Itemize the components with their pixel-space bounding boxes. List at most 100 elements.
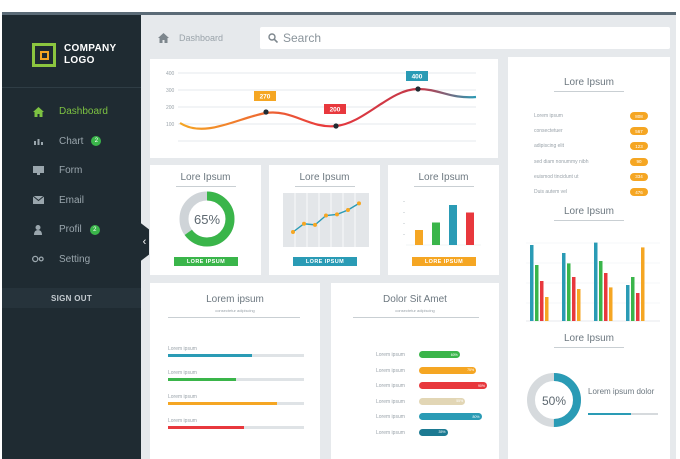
user-icon: [32, 224, 44, 235]
sidebar-item-setting[interactable]: Setting: [2, 245, 141, 275]
progress-fill: [168, 426, 245, 429]
scatter-point[interactable]: [291, 230, 295, 234]
grouped-bar[interactable]: [540, 281, 544, 321]
donut-value: 65%: [194, 212, 220, 227]
company-logo[interactable]: COMPANY LOGO: [32, 43, 116, 67]
grouped-bar[interactable]: [641, 247, 645, 321]
progress-track: [168, 354, 304, 357]
grouped-bar[interactable]: [545, 297, 549, 321]
pill-tag: 55%: [456, 399, 464, 403]
grouped-bar[interactable]: [562, 253, 566, 321]
ring-value: 50%: [542, 394, 566, 408]
card-subtitle: consectetur adipiscing: [215, 308, 255, 313]
scatter-point[interactable]: [346, 208, 350, 212]
logo-line-1: COMPANY: [64, 43, 117, 54]
card-title: Lore Ipsum: [418, 172, 469, 183]
pill-bar[interactable]: 55%: [419, 397, 466, 405]
lore-ipsum-button[interactable]: LORE IPSUM: [412, 257, 476, 266]
grouped-bar[interactable]: [567, 263, 571, 321]
collapse-sidebar-handle[interactable]: ‹: [138, 221, 149, 263]
pill-bar[interactable]: 80%: [419, 413, 482, 420]
scatter-point[interactable]: [302, 221, 306, 226]
grouped-bar[interactable]: [530, 245, 534, 321]
list-item-label: Lorem ipsum: [534, 113, 563, 119]
sidebar-item-dashboard[interactable]: Dashboard: [2, 97, 141, 127]
ring-caption-bar-track: [588, 413, 658, 415]
data-point[interactable]: [333, 123, 339, 129]
sidebar-item-label: Chart: [59, 135, 84, 147]
scatter-point[interactable]: [313, 222, 317, 227]
pill-bar[interactable]: 75%: [419, 366, 477, 374]
progress-track: [168, 426, 304, 429]
progress-label: Lorem ipsum: [168, 394, 197, 400]
notification-badge: 2: [91, 136, 102, 147]
lore-ipsum-button[interactable]: LORE IPSUM: [174, 257, 238, 266]
scatter-point[interactable]: [324, 213, 328, 218]
grouped-bar[interactable]: [626, 285, 630, 321]
grouped-bar[interactable]: [594, 242, 598, 321]
grouped-bar[interactable]: [535, 265, 539, 321]
scatter-card: Lore Ipsum LORE IPSUM: [269, 165, 380, 275]
sidebar-item-email[interactable]: Email: [2, 186, 141, 216]
list-item-label: consectetuer: [534, 128, 563, 135]
breadcrumb-label: Dashboard: [179, 33, 224, 43]
bar[interactable]: [449, 205, 457, 245]
ring-progress-arc: [527, 373, 581, 427]
grouped-bar-chart: [526, 242, 660, 322]
card-title: Lore Ipsum: [299, 172, 350, 183]
grouped-bar[interactable]: [631, 277, 635, 321]
grouped-bar[interactable]: [599, 261, 603, 321]
form-icon: [32, 166, 44, 176]
pill-bar[interactable]: 90%: [419, 382, 487, 389]
sidebar-divider: [2, 87, 141, 88]
bar[interactable]: [466, 212, 474, 246]
pill-label: Lorem ipsum: [376, 352, 405, 358]
sidebar-nav: Dashboard Chart 2 Form Email: [2, 97, 141, 274]
callout-tag: [254, 91, 276, 101]
title-underline: [554, 347, 624, 348]
grouped-bar[interactable]: [577, 289, 581, 321]
pill-tag: 90%: [477, 383, 485, 388]
title-underline: [168, 317, 300, 318]
scatter-point[interactable]: [335, 212, 339, 217]
ring-title: Lore Ipsum: [563, 333, 615, 344]
lore-ipsum-button[interactable]: LORE IPSUM: [293, 257, 357, 266]
donut-progress-arc: [179, 191, 235, 247]
sign-out-button[interactable]: SIGN OUT: [2, 288, 141, 308]
list-item-badge: 808: [630, 112, 648, 120]
grouped-bar[interactable]: [609, 287, 613, 321]
y-tick-label: 300: [166, 88, 175, 94]
pill-bar[interactable]: 60%: [419, 351, 460, 358]
bar[interactable]: [432, 222, 440, 246]
list-item-label: euismod tincidunt ut: [534, 173, 579, 180]
data-point[interactable]: [415, 86, 421, 92]
grouped-bar[interactable]: [636, 293, 640, 321]
title-underline: [176, 186, 236, 187]
scatter-point[interactable]: [357, 201, 361, 206]
progress-fill: [168, 354, 253, 357]
grouped-bar[interactable]: [604, 273, 608, 321]
title-underline: [414, 186, 474, 187]
grouped-bar[interactable]: [572, 277, 576, 321]
sidebar-item-form[interactable]: Form: [2, 156, 141, 186]
data-point[interactable]: [263, 109, 269, 115]
bar-chart-icon: [32, 136, 44, 146]
pill-label: Lorem ipsum: [376, 383, 405, 389]
pill-label: Lorem ipsum: [376, 398, 405, 405]
search-input[interactable]: Search: [260, 27, 670, 49]
pill-bar[interactable]: 35%: [419, 428, 448, 436]
bar-card: Lore Ipsum LORE IPSUM: [388, 165, 499, 275]
callout-label: 270: [260, 94, 271, 101]
logo-line-2: LOGO: [64, 55, 95, 66]
y-tick-label: 400: [166, 71, 175, 77]
donut-chart: 65%: [179, 191, 235, 247]
sidebar-item-profil[interactable]: Profil 2: [2, 215, 141, 245]
notification-badge: 2: [89, 224, 100, 235]
progress-label: Lorem ipsum: [168, 346, 197, 352]
line-chart: 400 300 200 100 270 200 400: [166, 71, 477, 142]
sidebar-item-chart[interactable]: Chart 2: [2, 127, 141, 157]
breadcrumb[interactable]: Dashboard: [158, 27, 223, 49]
bar[interactable]: [415, 230, 423, 245]
donut-card: Lore Ipsum 65% LORE IPSUM: [150, 165, 261, 275]
chart-title: Lore Ipsum: [563, 206, 615, 217]
